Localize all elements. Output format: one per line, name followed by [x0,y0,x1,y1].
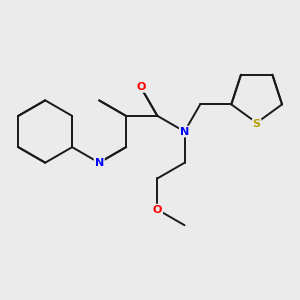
Text: O: O [136,82,146,92]
Text: N: N [94,158,104,168]
Text: S: S [253,119,261,130]
Text: N: N [180,127,189,136]
Text: O: O [153,205,162,214]
